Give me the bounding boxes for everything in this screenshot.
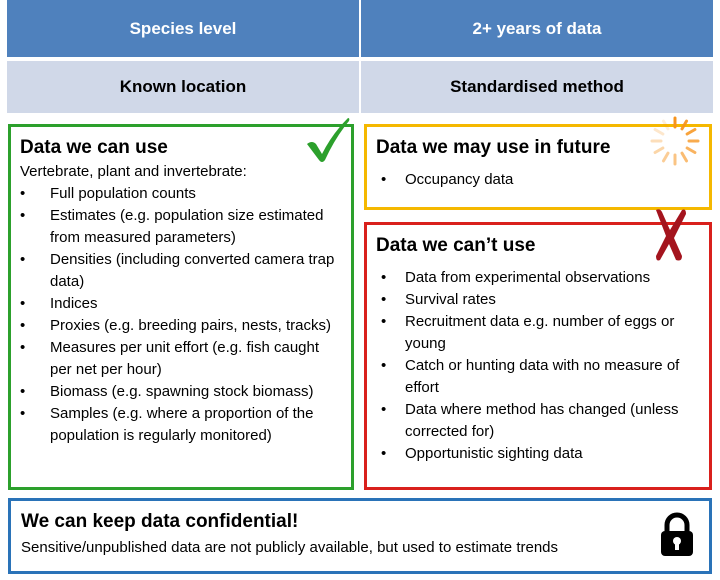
may-use-box: Data we may use in future Occupancy data xyxy=(364,124,712,210)
list-item: Densities (including converted camera tr… xyxy=(20,249,343,293)
can-use-list: Full population counts Estimates (e.g. p… xyxy=(20,183,343,447)
checkmark-icon xyxy=(307,118,350,162)
header-standardised-method: Standardised method xyxy=(361,61,713,113)
cant-use-box: Data we can’t use Data from experimental… xyxy=(364,222,712,490)
list-item: Survival rates xyxy=(376,289,701,311)
list-item: Indices xyxy=(20,293,343,315)
cant-use-title: Data we can’t use xyxy=(376,235,536,256)
loading-spinner-icon xyxy=(650,116,700,166)
header-known-location: Known location xyxy=(7,61,359,113)
list-item: Occupancy data xyxy=(376,169,701,191)
cross-icon xyxy=(656,209,686,261)
list-item: Data where method has changed (unless co… xyxy=(376,399,701,443)
cant-use-list: Data from experimental observations Surv… xyxy=(376,267,701,465)
list-item: Catch or hunting data with no measure of… xyxy=(376,355,701,399)
confidential-box: We can keep data confidential! Sensitive… xyxy=(8,498,712,574)
may-use-list: Occupancy data xyxy=(376,169,701,191)
list-item: Estimates (e.g. population size estimate… xyxy=(20,205,343,249)
list-item: Opportunistic sighting data xyxy=(376,443,701,465)
list-item: Measures per unit effort (e.g. fish caug… xyxy=(20,337,343,381)
list-item: Recruitment data e.g. number of eggs or … xyxy=(376,311,701,355)
confidential-title: We can keep data confidential! xyxy=(21,511,299,532)
can-use-box: Data we can use Vertebrate, plant and in… xyxy=(8,124,354,490)
list-item: Full population counts xyxy=(20,183,343,205)
may-use-title: Data we may use in future xyxy=(376,137,611,158)
list-item: Biomass (e.g. spawning stock biomass) xyxy=(20,381,343,403)
padlock-icon xyxy=(661,512,693,556)
list-item: Data from experimental observations xyxy=(376,267,701,289)
can-use-title: Data we can use xyxy=(20,137,168,158)
list-item: Samples (e.g. where a proportion of the … xyxy=(20,403,343,447)
can-use-intro: Vertebrate, plant and invertebrate: xyxy=(20,163,247,180)
header-years-of-data: 2+ years of data xyxy=(361,0,713,57)
confidential-text: Sensitive/unpublished data are not publi… xyxy=(21,539,559,556)
list-item: Proxies (e.g. breeding pairs, nests, tra… xyxy=(20,315,343,337)
header-species-level: Species level xyxy=(7,0,359,57)
